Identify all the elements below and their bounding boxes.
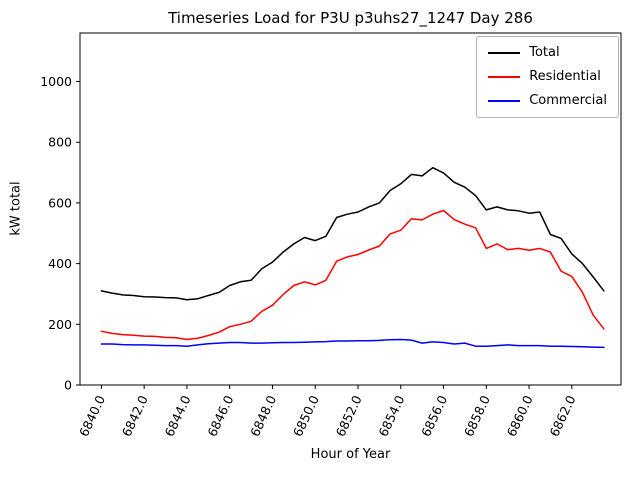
- y-tick-label: 0: [64, 378, 72, 393]
- x-tick-label: 6850.0: [290, 393, 322, 439]
- chart-title: Timeseries Load for P3U p3uhs27_1247 Day…: [168, 9, 533, 27]
- y-axis-label: kW total: [8, 181, 24, 236]
- x-tick-label: 6840.0: [76, 393, 108, 439]
- legend-label-residential: Residential: [529, 69, 601, 84]
- commercial-line-swatch: [488, 100, 521, 102]
- x-tick-label: 6854.0: [375, 393, 407, 439]
- x-tick-label: 6844.0: [162, 393, 194, 439]
- legend-label-total: Total: [529, 45, 560, 60]
- legend-entry-residential: Residential: [488, 69, 607, 85]
- y-tick-label: 800: [48, 135, 72, 150]
- y-tick-label: 200: [48, 317, 72, 332]
- x-tick-label: 6852.0: [333, 393, 365, 439]
- legend-entry-commercial: Commercial: [488, 93, 607, 109]
- x-tick-label: 6846.0: [204, 393, 236, 439]
- x-tick-label: 6860.0: [504, 393, 536, 439]
- total-line-swatch: [488, 52, 521, 54]
- series-line-residential: [100, 209, 605, 341]
- residential-line-swatch: [488, 76, 521, 78]
- legend-label-commercial: Commercial: [529, 93, 607, 108]
- x-tick-label: 6856.0: [418, 393, 450, 439]
- axes-frame: [79, 32, 622, 386]
- x-tick-label: 6862.0: [546, 393, 578, 439]
- legend: Total Residential Commercial: [476, 36, 619, 118]
- series-line-commercial: [100, 338, 605, 349]
- series-line-total: [100, 166, 605, 301]
- x-tick-label: 6848.0: [247, 393, 279, 439]
- legend-entry-total: Total: [488, 45, 607, 61]
- x-tick-label: 6858.0: [461, 393, 493, 439]
- x-tick-label: 6842.0: [119, 393, 151, 439]
- y-tick-label: 600: [48, 195, 72, 210]
- x-axis-label: Hour of Year: [310, 447, 391, 462]
- y-tick-label: 400: [48, 256, 72, 271]
- y-tick-label: 1000: [40, 74, 72, 89]
